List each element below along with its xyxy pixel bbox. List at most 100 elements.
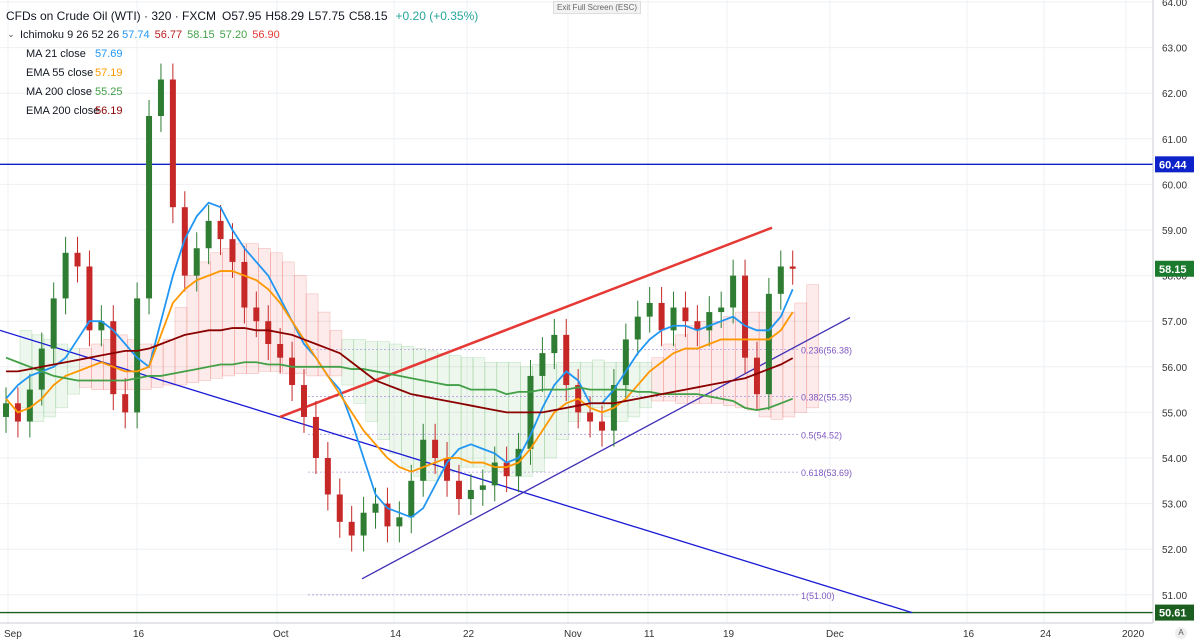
candle-body	[26, 389, 33, 422]
candle-body	[706, 312, 713, 331]
series-line	[5, 270, 794, 473]
candle-body	[539, 353, 546, 376]
y-tick-label: 60.00	[1162, 180, 1187, 191]
candle-body	[241, 261, 248, 308]
candle-body	[110, 321, 117, 395]
candle-body	[408, 480, 415, 518]
y-tick-label: 63.00	[1162, 44, 1187, 55]
candle-body	[563, 334, 570, 386]
candle-body	[74, 252, 81, 267]
candle-body	[479, 485, 486, 490]
y-tick-label: 57.00	[1162, 317, 1187, 328]
candle-body	[193, 248, 200, 276]
x-tick-label: Dec	[826, 629, 844, 640]
cloud-segment	[305, 293, 319, 377]
symbol-title: CFDs on Crude Oil (WTI) · 320 · FXCM	[6, 8, 217, 23]
candle-body	[169, 79, 176, 208]
cloud-segment	[389, 343, 402, 454]
y-tick-label: 64.00	[1162, 0, 1187, 9]
cloud-segment	[329, 330, 343, 377]
legend-indicator[interactable]: EMA 200 close 56.19	[6, 101, 478, 120]
candle-body	[384, 503, 391, 527]
candle-body	[98, 321, 105, 331]
candle-body	[551, 334, 558, 354]
auto-scale-button[interactable]: A	[1175, 627, 1187, 639]
candle-body	[694, 321, 701, 331]
candle-body	[753, 357, 760, 395]
y-tick-label: 52.00	[1162, 545, 1187, 556]
candle-body	[503, 462, 510, 477]
ichimoku-values: 57.74 56.77 58.15 57.20 56.90	[122, 29, 285, 41]
indicator-value: 56.19	[95, 104, 123, 117]
cloud-segment	[472, 357, 486, 468]
cloud-segment	[723, 316, 736, 406]
x-tick-label: Oct	[273, 629, 289, 640]
candle-body	[646, 302, 653, 317]
x-tick-label: 11	[644, 629, 655, 640]
cloud-segment	[91, 343, 104, 390]
candle-body	[134, 298, 141, 413]
candle-body	[336, 494, 343, 522]
y-tick-label: 54.00	[1162, 454, 1187, 465]
x-tick-label: 14	[390, 629, 402, 640]
y-tick-label: 59.00	[1162, 226, 1187, 237]
legend-indicator[interactable]: MA 200 close 55.25	[6, 82, 478, 101]
ichimoku-value: 58.15	[187, 28, 215, 41]
chart-legend: CFDs on Crude Oil (WTI) · 320 · FXCM O57…	[6, 6, 478, 120]
indicator-name: EMA 200 close	[26, 104, 100, 117]
candle-body	[217, 220, 224, 240]
price-tag	[1155, 156, 1194, 173]
candle-body	[682, 307, 689, 322]
indicator-name: EMA 55 close	[26, 66, 94, 79]
cloud-segment	[591, 359, 605, 409]
candle-body	[587, 412, 594, 422]
candle-body	[3, 403, 9, 417]
candle-body	[146, 116, 153, 299]
cloud-segment	[401, 346, 414, 468]
candle-body	[205, 220, 212, 249]
cloud-segment	[210, 252, 223, 379]
cloud-segment	[293, 275, 307, 374]
candle-body	[253, 307, 260, 322]
candle-body	[50, 298, 57, 349]
candle-body	[658, 302, 665, 331]
candle-body	[86, 266, 93, 331]
cloud-segment	[460, 357, 474, 468]
candle-body	[730, 275, 737, 308]
candle-body	[444, 458, 451, 481]
x-tick-label: 19	[723, 629, 735, 640]
candle-body	[312, 416, 319, 458]
cloud-segment	[508, 361, 521, 477]
x-tick-label: Nov	[564, 629, 582, 640]
indicator-name: MA 21 close	[26, 47, 86, 60]
candle-body	[396, 517, 403, 527]
cloud-segment	[186, 275, 200, 384]
candle-body	[229, 239, 236, 262]
series-line	[5, 201, 794, 519]
x-tick-label: 22	[463, 629, 475, 640]
exit-fullscreen-button[interactable]: Exit Full Screen (ESC)	[553, 1, 642, 14]
ichimoku-value: 57.74	[122, 28, 150, 41]
candle-body	[157, 79, 164, 116]
plot-background	[0, 0, 1153, 623]
ohlc-o: O57.95	[222, 8, 262, 23]
candle-body	[765, 293, 772, 395]
candle-body	[670, 307, 677, 331]
indicator-value: 57.69	[95, 47, 123, 60]
chevron-down-icon[interactable]: ⌄	[7, 29, 15, 39]
candle-body	[455, 480, 462, 500]
change-readout: +0.20 (+0.35%)	[395, 8, 479, 23]
fib-level-label: 0.382(55.35)	[801, 392, 852, 402]
price-tag	[1155, 604, 1194, 621]
legend-ichimoku[interactable]: ⌄ Ichimoku 9 26 52 26 57.74 56.77 58.15 57.…	[6, 25, 478, 44]
legend-indicator[interactable]: EMA 55 close 57.19	[6, 63, 478, 82]
legend-indicator[interactable]: MA 21 close 57.69	[6, 44, 478, 63]
ohlc-h: H58.29	[265, 8, 305, 23]
candle-body	[122, 394, 129, 413]
cloud-segment	[198, 261, 212, 381]
candle-body	[324, 458, 331, 495]
price-tag-label: 50.61	[1159, 608, 1187, 620]
cloud-segment	[377, 341, 390, 441]
cloud-segment	[687, 325, 700, 404]
